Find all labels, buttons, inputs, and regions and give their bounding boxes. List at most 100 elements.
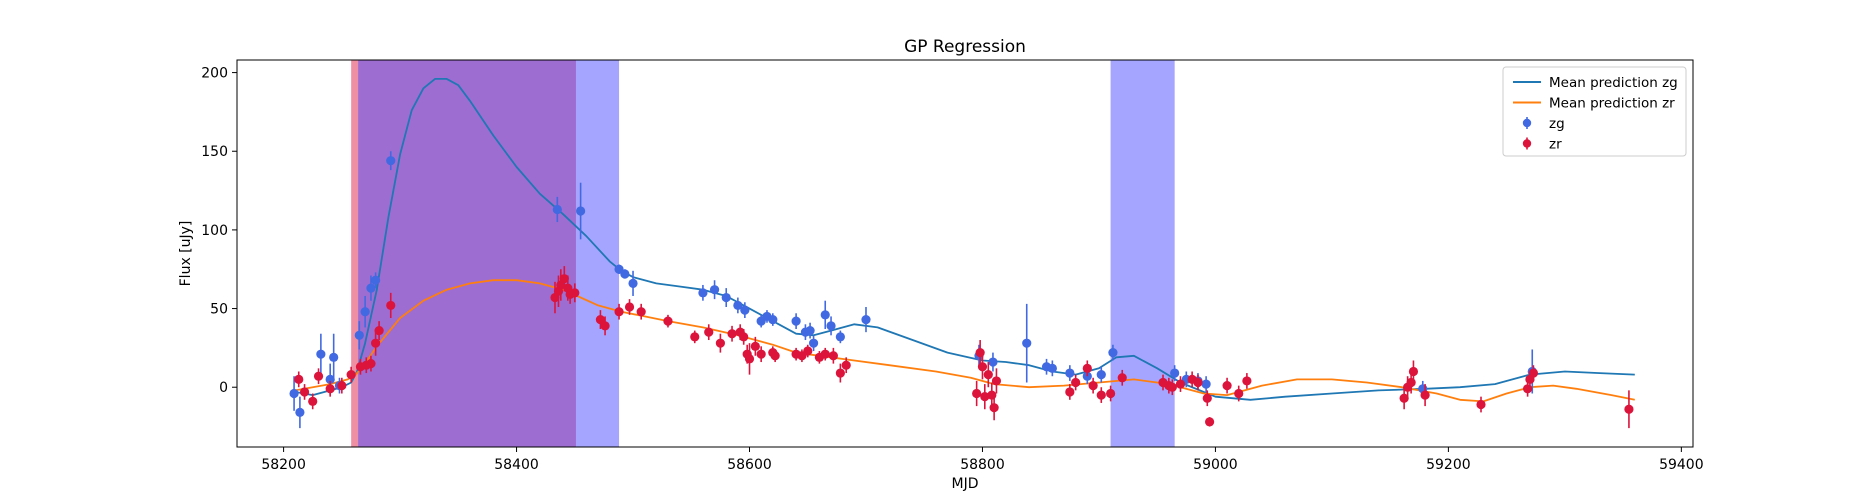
marker [820, 310, 830, 320]
marker [791, 316, 801, 326]
marker [690, 332, 700, 342]
data-point-zr [1242, 373, 1252, 389]
marker [698, 288, 708, 298]
data-point-zr [841, 357, 851, 374]
x-tick-label: 58200 [261, 457, 306, 473]
data-point-zg [620, 269, 630, 279]
marker [1108, 348, 1118, 358]
marker [595, 314, 606, 325]
data-point-zg [861, 306, 871, 333]
data-point-zg [808, 335, 819, 352]
data-point-zg [1108, 344, 1118, 361]
marker [721, 292, 731, 303]
legend-entry: Mean prediction zg [1513, 75, 1678, 91]
data-point-zr [570, 283, 580, 303]
series-zr [294, 266, 1634, 429]
marker [1175, 379, 1186, 389]
marker [308, 396, 318, 406]
marker [1408, 366, 1419, 377]
marker [1205, 417, 1215, 427]
marker [987, 390, 997, 400]
marker [576, 206, 586, 216]
data-point-zr [828, 347, 838, 364]
data-point-zr [756, 346, 766, 363]
marker [299, 387, 310, 397]
data-point-zr [1065, 384, 1075, 400]
marker [988, 357, 998, 367]
data-point-zg [360, 295, 370, 328]
data-point-zr [1106, 385, 1116, 402]
data-point-zr [835, 363, 845, 383]
marker [826, 321, 836, 331]
marker [820, 349, 830, 359]
data-point-zg [1047, 360, 1057, 377]
data-point-zg [988, 352, 998, 372]
marker [1065, 368, 1075, 378]
data-point-zr [1624, 390, 1634, 429]
marker [1096, 390, 1106, 400]
data-point-zr [337, 377, 347, 394]
data-point-zg [805, 322, 815, 339]
marker [346, 370, 356, 380]
marker [1022, 338, 1032, 348]
marker [768, 314, 778, 325]
shaded-regions [351, 60, 1175, 447]
x-tick-label: 58400 [494, 457, 539, 473]
marker [1234, 388, 1244, 399]
marker [374, 325, 384, 336]
data-point-zr [313, 368, 324, 385]
data-point-zg [329, 333, 339, 381]
marker [1065, 387, 1075, 397]
y-tick-label: 100 [201, 223, 228, 239]
legend-box [1502, 66, 1687, 157]
data-point-zr [1205, 417, 1215, 427]
data-point-zg [721, 288, 731, 307]
marker [835, 332, 845, 342]
marker [559, 274, 569, 284]
data-point-zg [820, 300, 830, 330]
marker [770, 351, 780, 361]
data-point-zr [308, 393, 318, 410]
legend-label: zg [1549, 116, 1565, 132]
data-point-zr [663, 314, 673, 328]
y-tick-label: 200 [201, 66, 228, 82]
legend-entry: zg [1522, 116, 1565, 132]
marker [325, 384, 335, 394]
marker [744, 354, 755, 364]
marker [313, 371, 324, 381]
data-point-zr [727, 325, 737, 342]
marker [727, 329, 737, 339]
marker [636, 307, 646, 317]
marker [663, 316, 673, 326]
data-point-zr [1202, 390, 1212, 407]
marker [614, 307, 624, 317]
data-point-zr [299, 384, 310, 400]
data-point-zr [1167, 379, 1177, 396]
data-point-zg [386, 151, 396, 171]
data-point-zr [820, 347, 830, 361]
data-points [289, 151, 1634, 429]
legend-marker-swatch [1522, 139, 1532, 148]
marker [1071, 377, 1081, 388]
data-point-zr [346, 366, 356, 383]
data-point-zr [325, 380, 335, 397]
data-point-zg [791, 313, 801, 330]
marker [841, 360, 851, 370]
data-point-zr [983, 362, 993, 388]
data-point-zr [595, 310, 606, 330]
data-point-zg [1022, 303, 1032, 383]
marker [1193, 377, 1203, 388]
data-point-zr [614, 303, 624, 320]
data-point-zr [989, 395, 999, 421]
data-point-zr [624, 299, 635, 315]
data-point-zr [980, 384, 990, 410]
data-point-zg [316, 333, 326, 375]
shaded-region-2 [358, 60, 620, 447]
data-point-zg [835, 330, 845, 344]
marker [552, 204, 562, 215]
marker [337, 381, 347, 391]
data-point-zr [1234, 385, 1244, 402]
data-point-zr [1476, 396, 1486, 413]
data-point-zr [991, 368, 1002, 394]
data-point-zr [704, 324, 714, 341]
